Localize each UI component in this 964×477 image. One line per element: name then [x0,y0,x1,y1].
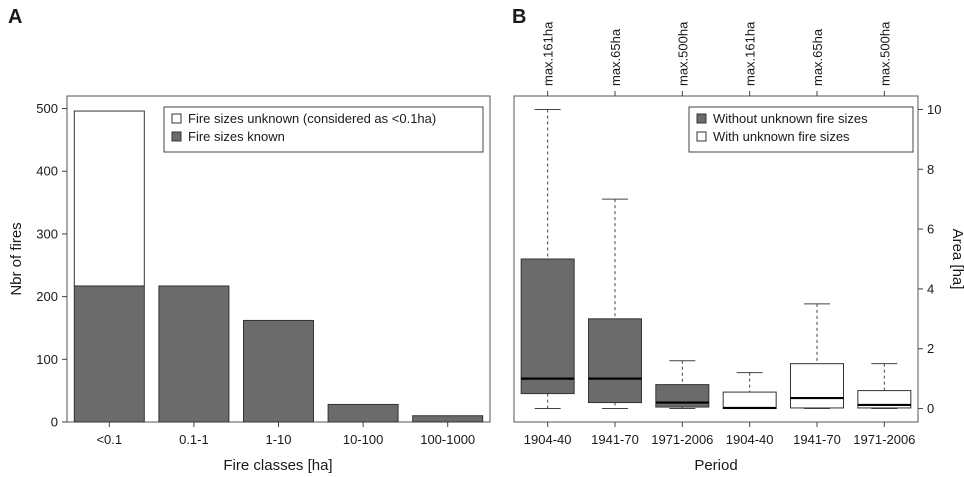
x-tick-label: 1904-40 [524,432,572,447]
top-max-label: max.65ha [608,28,623,86]
y-tick-label: 300 [36,226,58,241]
x-tick-label: 1971-2006 [853,432,915,447]
panel-b-label: B [512,6,526,28]
bar-known [412,415,484,423]
box [722,391,777,410]
legend-entry: Fire sizes known [188,129,285,144]
legend-swatch [696,131,707,142]
box [857,390,912,409]
x-tick-label: 1971-2006 [651,432,713,447]
panel-b-legend: Without unknown fire sizes With unknown f… [688,106,914,153]
box [790,363,844,409]
top-max-label: max.65ha [810,28,825,86]
panel-b-y-axis: 0 2 4 6 8 10 [918,102,941,416]
x-tick-label: 0.1-1 [179,432,209,447]
y-tick-label: 200 [36,289,58,304]
y-tick-label: 0 [927,401,934,416]
panel-b-x-axis-title: Period [694,457,737,474]
y-tick-label: 100 [36,352,58,367]
y-tick-label: 500 [36,101,58,116]
top-max-label: max.161ha [743,21,758,86]
legend-entry: Without unknown fire sizes [713,111,868,126]
panel-a-y-axis: 0 100 200 300 400 500 [36,101,67,430]
y-tick-label: 6 [927,222,934,237]
y-tick-label: 400 [36,164,58,179]
panel-a-legend: Fire sizes unknown (considered as <0.1ha… [163,106,484,153]
x-tick-label: 1941-70 [591,432,639,447]
x-tick-label: 10-100 [343,432,383,447]
panel-a-y-axis-title: Nbr of fires [8,222,25,295]
bar-known [158,285,230,423]
box [655,384,710,408]
panel-a-x-axis: <0.1 0.1-1 1-10 10-100 100-1000 [96,422,475,447]
bar-unknown [73,110,145,287]
legend-swatch [171,131,182,142]
x-tick-label: 1-10 [265,432,291,447]
x-tick-label: 100-1000 [420,432,475,447]
legend-frame [688,106,914,153]
panel-b-boxes [520,108,912,410]
bar-known [243,319,314,423]
box [520,258,575,395]
box [588,318,642,404]
panel-a-bar-chart: A 0 100 200 300 400 500 <0.1 0.1-1 1-10 10-100 10… [8,6,491,474]
y-tick-label: 4 [927,281,934,296]
x-tick-label: <0.1 [96,432,122,447]
x-tick-label: 1904-40 [726,432,774,447]
panel-a-x-axis-title: Fire classes [ha] [223,457,332,474]
bar-known [327,403,399,423]
x-tick-label: 1941-70 [793,432,841,447]
bar-known [73,285,145,423]
top-max-label: max.500ha [877,21,892,86]
legend-frame [163,106,484,153]
y-tick-label: 2 [927,341,934,356]
panel-a-bars [73,110,484,423]
legend-swatch [171,113,182,124]
top-max-label: max.161ha [541,21,556,86]
y-tick-label: 0 [51,415,58,430]
y-tick-label: 8 [927,162,934,177]
top-max-label: max.500ha [675,21,690,86]
panel-b-x-axis: 1904-40 1941-70 1971-2006 1904-40 1941-70 197… [524,422,915,447]
panel-b-y-axis-title: Area [ha] [949,229,964,290]
legend-entry: Fire sizes unknown (considered as <0.1ha… [188,111,436,126]
panel-a-label: A [8,6,22,28]
y-tick-label: 10 [927,102,941,117]
legend-entry: With unknown fire sizes [713,129,850,144]
panel-b-plot-frame [513,95,919,423]
panel-b-top-axis: max.161ha max.65ha max.500ha max.161ha max.6… [541,21,892,96]
legend-swatch [696,113,707,124]
